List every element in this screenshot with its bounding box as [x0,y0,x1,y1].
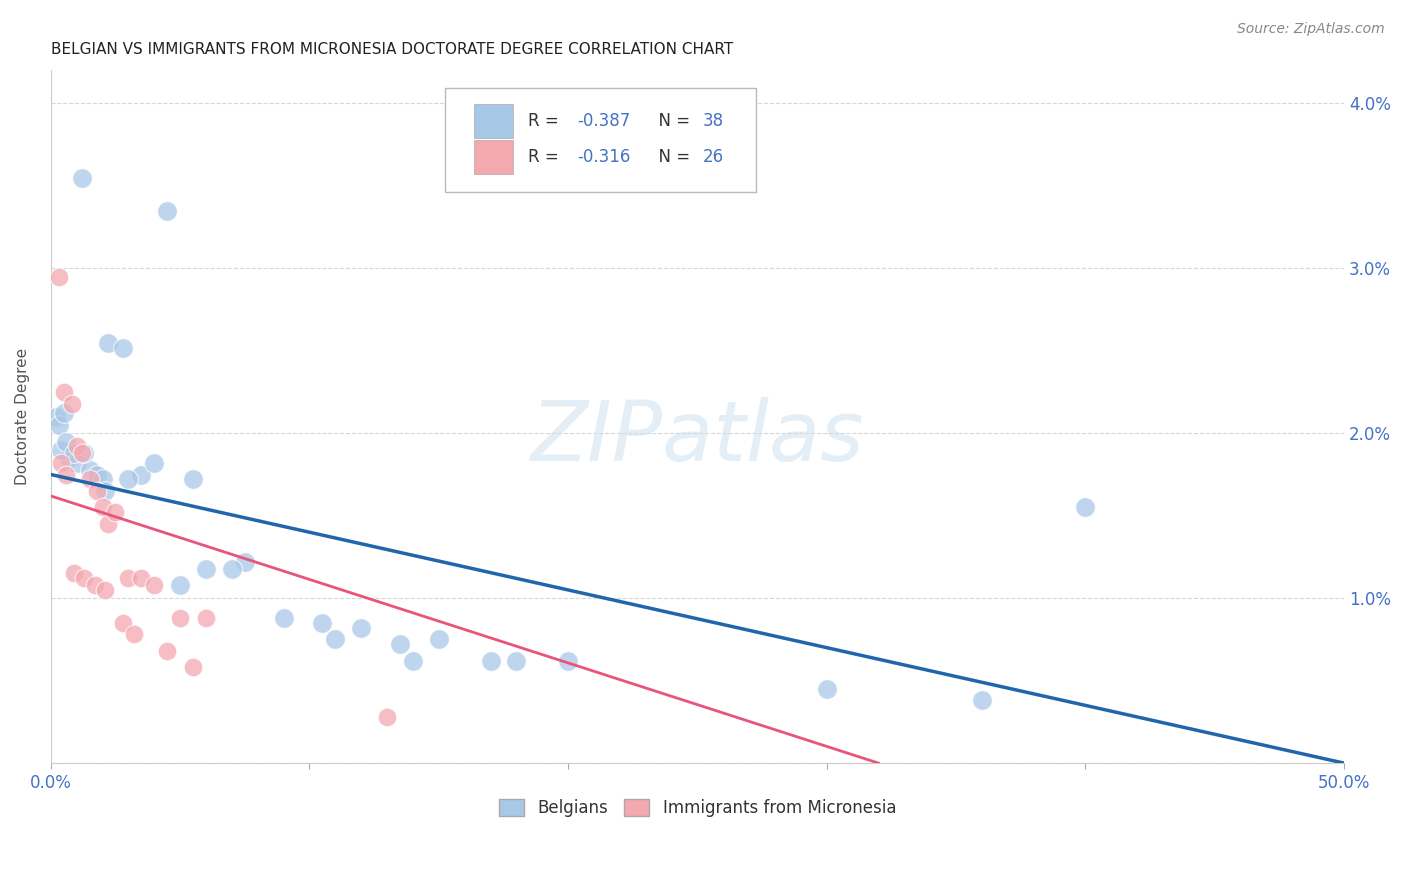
Point [815,681,838,696]
FancyBboxPatch shape [446,87,755,192]
Point [48,269,70,284]
Point [104,505,127,519]
Point [143,456,166,470]
Point [66,440,89,454]
Point [79,462,101,476]
Point [83,578,105,592]
Point [117,473,139,487]
Point [55,467,77,482]
Point [51,442,73,457]
Text: R =: R = [529,148,564,166]
Bar [474,140,513,174]
Point [233,555,256,569]
Point [375,710,398,724]
Legend: Belgians, Immigrants from Micronesia: Belgians, Immigrants from Micronesia [492,793,903,824]
Point [389,637,412,651]
Point [505,654,527,668]
Point [557,654,579,668]
Point [169,578,191,592]
Point [66,456,89,470]
Bar [474,103,513,138]
Point [131,571,153,585]
Point [45,409,67,424]
Point [273,611,295,625]
Point [86,467,108,482]
Point [195,561,218,575]
Text: BELGIAN VS IMMIGRANTS FROM MICRONESIA DOCTORATE DEGREE CORRELATION CHART: BELGIAN VS IMMIGRANTS FROM MICRONESIA DO… [51,42,733,57]
Point [79,473,101,487]
Point [970,693,993,707]
Point [97,335,120,350]
Point [70,170,93,185]
Point [181,660,204,674]
Point [86,483,108,498]
Text: Source: ZipAtlas.com: Source: ZipAtlas.com [1237,22,1385,37]
Point [181,473,204,487]
Point [63,566,86,581]
Point [156,644,179,658]
Point [58,450,80,465]
Point [427,632,450,647]
Point [112,615,135,630]
Y-axis label: Doctorate Degree: Doctorate Degree [15,348,30,485]
Point [156,203,179,218]
Text: R =: R = [529,112,564,130]
Text: N =: N = [648,112,696,130]
Text: N =: N = [648,148,696,166]
Point [143,578,166,592]
Text: ZIPatlas: ZIPatlas [530,397,865,478]
Point [122,627,145,641]
Text: 38: 38 [703,112,724,130]
Point [350,621,373,635]
Point [91,473,114,487]
Point [311,615,333,630]
Point [112,341,135,355]
Text: -0.316: -0.316 [578,148,630,166]
Point [63,446,86,460]
Point [169,611,191,625]
Point [94,483,117,498]
Point [325,632,347,647]
Point [55,434,77,449]
Point [131,467,153,482]
Point [117,571,139,585]
Point [48,417,70,432]
Point [402,654,425,668]
Text: 26: 26 [703,148,724,166]
Point [195,611,218,625]
Point [73,446,96,460]
Point [60,396,83,410]
Point [94,582,117,597]
Point [221,561,243,575]
Point [91,500,114,515]
Point [73,571,96,585]
Point [479,654,502,668]
Point [52,385,75,400]
Point [70,446,93,460]
Point [52,407,75,421]
Point [51,456,73,470]
Text: -0.387: -0.387 [578,112,630,130]
Point [1074,500,1097,515]
Point [97,516,120,531]
